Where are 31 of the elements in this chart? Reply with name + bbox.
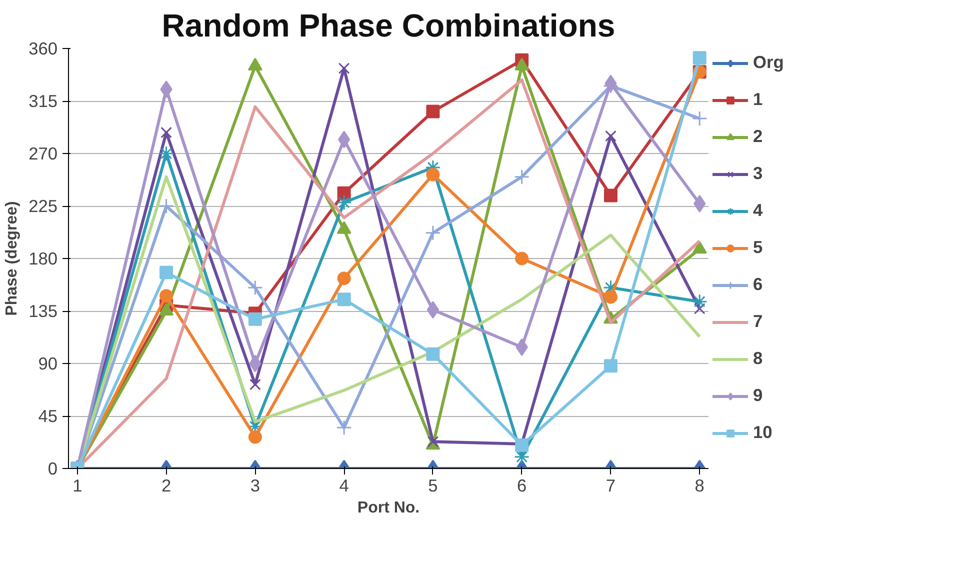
x-tick-label: 1 xyxy=(72,476,82,496)
y-axis-title: Phase (degree) xyxy=(4,201,21,316)
legend-label: 5 xyxy=(753,237,764,258)
y-tick-label: 270 xyxy=(28,144,58,164)
y-tick-label: 45 xyxy=(38,406,58,426)
legend-label: 4 xyxy=(753,200,764,221)
x-tick-label: 6 xyxy=(517,476,527,496)
legend-label: 1 xyxy=(753,89,764,110)
x-axis-title: Port No. xyxy=(357,500,420,516)
x-tick-label: 4 xyxy=(339,476,350,496)
legend-label: 8 xyxy=(753,348,764,369)
chart-title: Random Phase Combinations xyxy=(162,8,616,44)
y-tick-label: 360 xyxy=(28,38,58,58)
legend-label: 7 xyxy=(753,311,764,332)
x-tick-label: 8 xyxy=(694,476,704,496)
legend-label: 2 xyxy=(753,126,764,147)
legend-label: Org xyxy=(753,52,784,73)
y-tick-label: 135 xyxy=(28,301,58,321)
x-tick-label: 7 xyxy=(606,476,616,496)
legend-label: 9 xyxy=(753,385,764,406)
y-tick-label: 315 xyxy=(28,91,58,111)
x-tick-label: 5 xyxy=(428,476,438,496)
x-tick-label: 3 xyxy=(250,476,260,496)
legend-label: 10 xyxy=(753,422,773,443)
x-tick-label: 2 xyxy=(161,476,172,496)
y-tick-label: 225 xyxy=(28,196,58,216)
y-tick-label: 180 xyxy=(28,248,58,268)
y-tick-label: 90 xyxy=(38,354,58,374)
legend-label: 6 xyxy=(753,274,764,295)
y-tick-label: 0 xyxy=(48,458,58,478)
legend-label: 3 xyxy=(753,163,764,184)
